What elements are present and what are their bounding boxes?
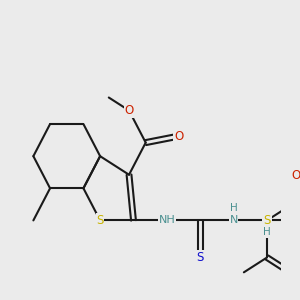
Text: N: N <box>263 215 271 225</box>
Text: H: H <box>230 203 238 213</box>
Text: S: S <box>263 214 271 227</box>
Text: O: O <box>291 169 300 182</box>
Text: N: N <box>230 215 238 225</box>
Text: S: S <box>196 251 204 264</box>
Text: S: S <box>96 214 104 227</box>
Text: O: O <box>174 130 183 143</box>
Text: H: H <box>263 227 271 238</box>
Text: O: O <box>124 104 134 117</box>
Text: NH: NH <box>158 215 175 225</box>
